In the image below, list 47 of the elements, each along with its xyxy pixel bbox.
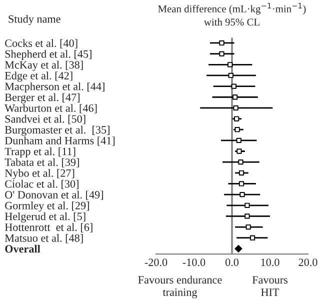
point bbox=[250, 235, 256, 240]
point bbox=[244, 214, 250, 219]
point bbox=[236, 148, 242, 154]
y-tick-label: Gormley et al. [29] bbox=[5, 202, 89, 212]
y-tick-label: Warburton et al. [46] bbox=[4, 104, 97, 114]
y-tick-label: Burgomaster et al. [35] bbox=[4, 126, 110, 136]
point bbox=[231, 84, 236, 89]
chart-title: Mean difference (mL·kg$^{−1}$·min$^{−1}$) with 95% CL bbox=[158, 3, 306, 26]
x-tick-label: -10.0 bbox=[182, 258, 206, 266]
point bbox=[232, 94, 238, 100]
point bbox=[238, 181, 244, 186]
y-tick-label: Cocks et al. [40] bbox=[5, 39, 78, 48]
y-tick-label: McKay et al. [38] bbox=[4, 60, 83, 71]
y-tick-label: Sandvei et al. [50] bbox=[5, 114, 86, 124]
y-tick-label: Helgerud et al. [5] bbox=[4, 212, 86, 222]
point bbox=[240, 192, 245, 198]
y-tick-label: Nybo et al. [27] bbox=[4, 169, 74, 180]
point bbox=[234, 127, 240, 132]
x-tick-label: 0.0 bbox=[225, 258, 239, 266]
point bbox=[228, 72, 234, 78]
y-tick-label: Dunham and Harms [41] bbox=[4, 136, 115, 146]
text: Favours endurance training bbox=[138, 276, 222, 298]
point bbox=[238, 160, 244, 165]
x-tick-label: -20.0 bbox=[144, 258, 168, 266]
text: Study name bbox=[8, 14, 60, 26]
x-tick-label: 20.0 bbox=[298, 258, 318, 266]
y-tick-label: Overall bbox=[5, 244, 40, 253]
point bbox=[246, 224, 251, 230]
point bbox=[236, 138, 242, 143]
y-tick-label: Matsuo et al. [48] bbox=[4, 234, 83, 244]
y-tick-label: Tabata et al. [39] bbox=[4, 158, 79, 168]
y-tick-label: O' Donovan et al. [49] bbox=[5, 190, 103, 200]
point bbox=[244, 202, 250, 208]
y-tick-label: Macpherson et al. [44] bbox=[4, 82, 104, 93]
x-tick-label: 10.0 bbox=[261, 258, 280, 266]
y-tick-label: Ciolac et al. [30] bbox=[5, 180, 78, 190]
y-tick-label: Berger et al. [47] bbox=[4, 93, 80, 104]
point bbox=[238, 170, 244, 176]
y-tick-label: Trapp et al. [11] bbox=[4, 147, 76, 158]
y-tick-label: Hottenrott et al. [6] bbox=[4, 223, 92, 232]
point bbox=[219, 40, 224, 46]
text: Favours HIT bbox=[252, 276, 288, 296]
point bbox=[233, 105, 238, 111]
y-tick-label: Edge et al. [42] bbox=[4, 72, 72, 82]
point bbox=[219, 51, 224, 56]
point bbox=[228, 62, 233, 68]
y-tick-label: Shepherd et al. [45] bbox=[5, 50, 92, 60]
